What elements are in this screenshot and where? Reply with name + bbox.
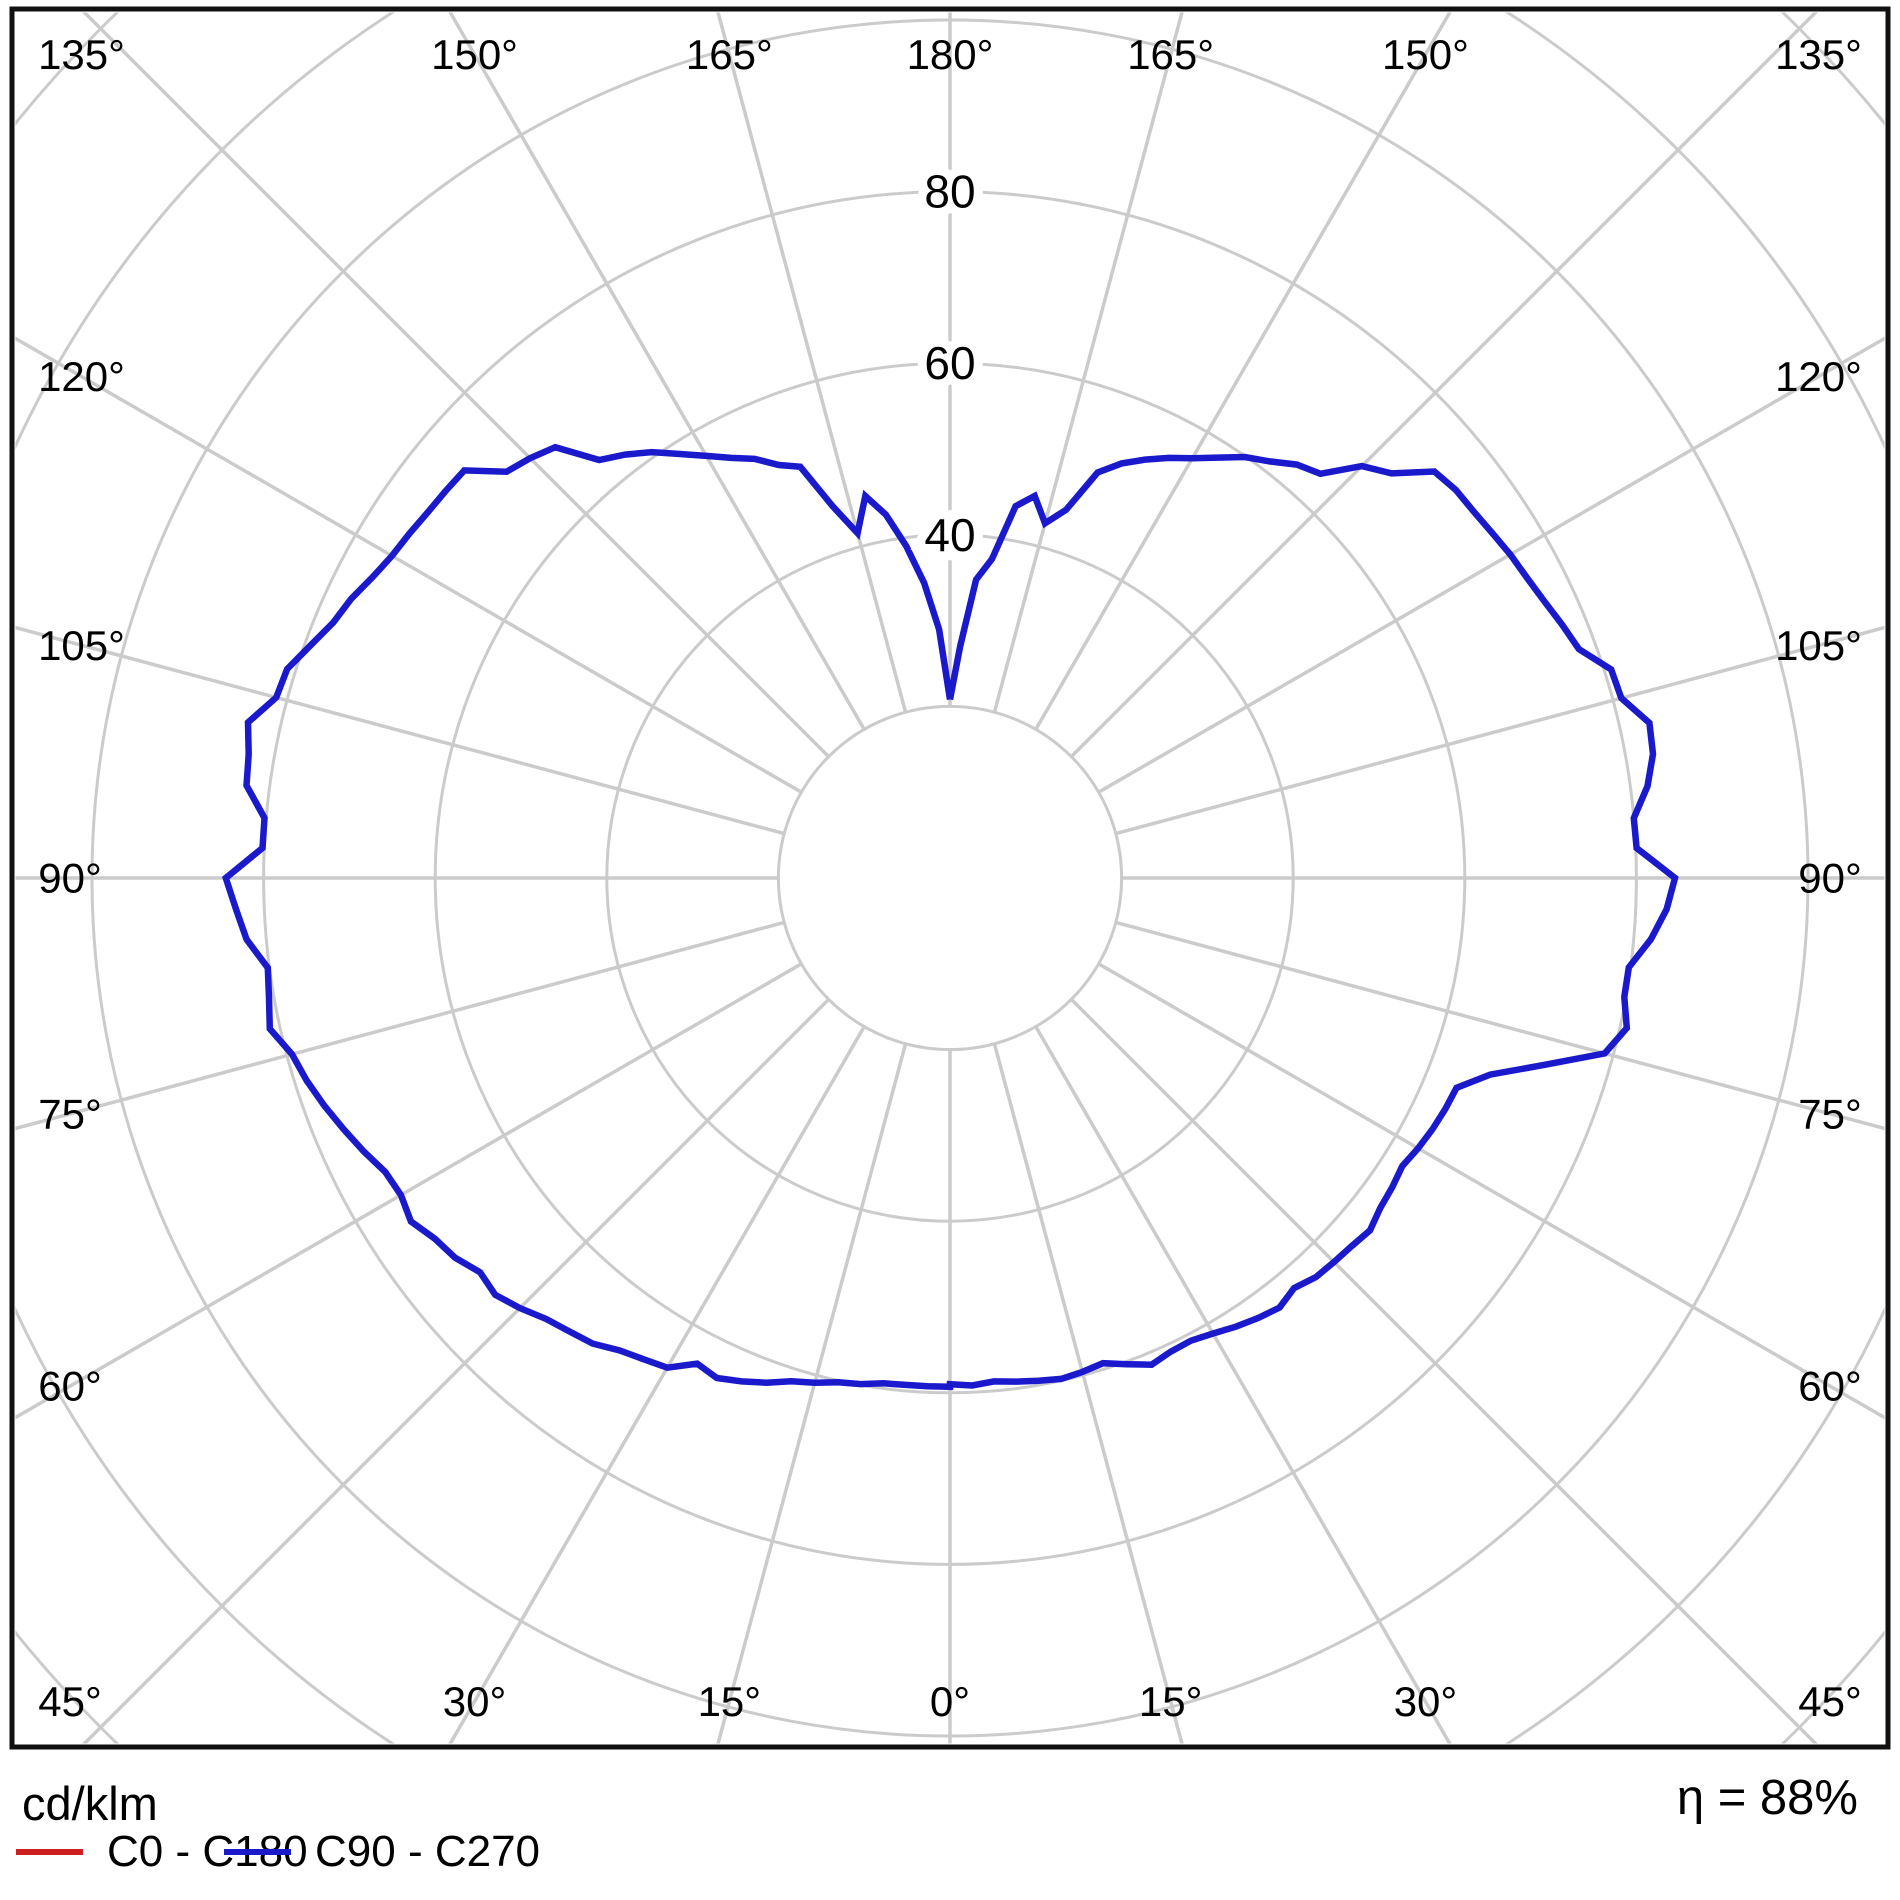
efficiency-label: η = 88% bbox=[1676, 1771, 1858, 1825]
svg-text:75°: 75° bbox=[1798, 1090, 1862, 1137]
legend-swatch-c0-c180 bbox=[16, 1849, 83, 1855]
svg-text:180°: 180° bbox=[907, 31, 994, 78]
svg-text:105°: 105° bbox=[38, 622, 125, 669]
svg-text:165°: 165° bbox=[1127, 31, 1214, 78]
plot-border bbox=[9, 6, 1891, 1750]
svg-text:75°: 75° bbox=[38, 1090, 102, 1137]
svg-text:90°: 90° bbox=[38, 855, 102, 902]
svg-text:150°: 150° bbox=[431, 31, 518, 78]
svg-text:45°: 45° bbox=[1798, 1678, 1862, 1725]
svg-text:40: 40 bbox=[924, 509, 975, 561]
svg-text:60°: 60° bbox=[38, 1363, 102, 1410]
svg-text:105°: 105° bbox=[1775, 622, 1862, 669]
legend-label-c90-c270: C90 - C270 bbox=[315, 1827, 541, 1876]
svg-text:15°: 15° bbox=[1139, 1678, 1203, 1725]
svg-text:120°: 120° bbox=[1775, 353, 1862, 400]
curve-c90-c270 bbox=[222, 443, 1679, 1391]
svg-text:45°: 45° bbox=[38, 1678, 102, 1725]
svg-text:60°: 60° bbox=[1798, 1363, 1862, 1410]
svg-text:135°: 135° bbox=[1775, 31, 1862, 78]
legend-item-c90-c270: C90 - C270 bbox=[224, 1822, 540, 1882]
angle-labels: 0° 15° 30° 45° 60° 75° 90° 105° 120° 135° 150° 165°… bbox=[38, 31, 1862, 1725]
svg-text:60: 60 bbox=[924, 337, 975, 389]
legend: C0 - C180 C90 - C270 bbox=[0, 1822, 1900, 1882]
svg-text:15°: 15° bbox=[698, 1678, 762, 1725]
svg-text:120°: 120° bbox=[38, 353, 125, 400]
svg-text:30°: 30° bbox=[443, 1678, 507, 1725]
unit-label: cd/klm bbox=[22, 1777, 158, 1830]
svg-text:165°: 165° bbox=[686, 31, 773, 78]
svg-text:135°: 135° bbox=[38, 31, 125, 78]
svg-text:0°: 0° bbox=[930, 1678, 970, 1725]
svg-text:90°: 90° bbox=[1798, 855, 1862, 902]
svg-text:150°: 150° bbox=[1382, 31, 1469, 78]
svg-text:80: 80 bbox=[924, 166, 975, 218]
legend-swatch-c90-c270 bbox=[224, 1849, 291, 1855]
svg-text:30°: 30° bbox=[1394, 1678, 1458, 1725]
